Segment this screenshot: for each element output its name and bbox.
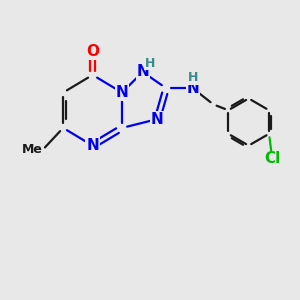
Text: Me: Me xyxy=(22,143,43,157)
Text: H: H xyxy=(188,71,198,84)
Text: N: N xyxy=(151,112,164,127)
Text: O: O xyxy=(86,44,99,59)
Text: N: N xyxy=(136,64,149,80)
Text: N: N xyxy=(116,85,128,100)
Text: H: H xyxy=(145,57,155,70)
Text: N: N xyxy=(186,81,199,96)
Text: N: N xyxy=(86,138,99,153)
Text: Cl: Cl xyxy=(264,151,280,166)
